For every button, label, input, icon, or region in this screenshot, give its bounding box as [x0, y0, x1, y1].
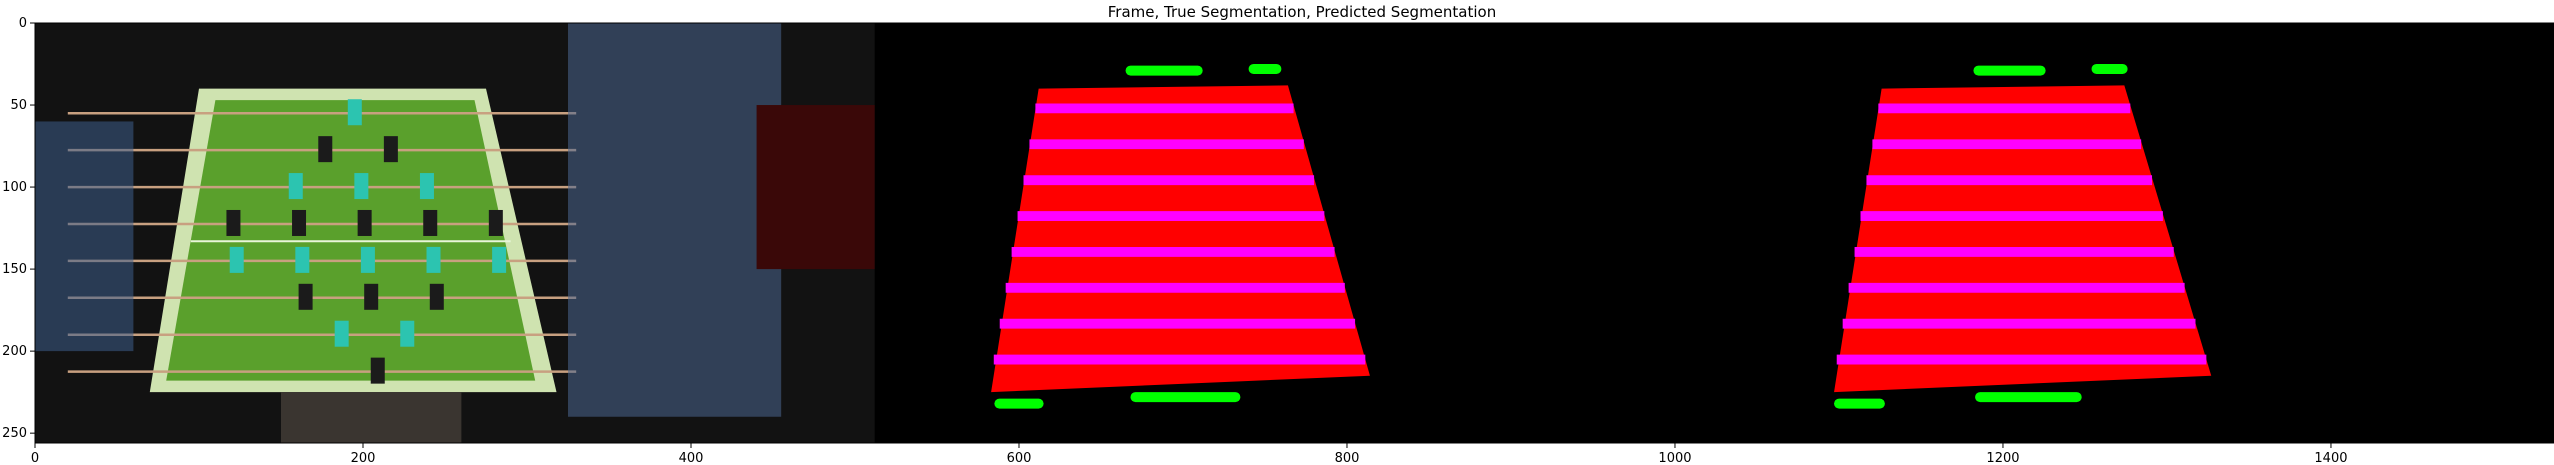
predicted-segmentation-goal-marker	[1834, 398, 1885, 409]
foosman	[292, 209, 307, 236]
x-tick-label: 0	[31, 451, 39, 465]
true-segmentation-table	[991, 85, 1370, 393]
chart-title: Frame, True Segmentation, Predicted Segm…	[1108, 3, 1496, 21]
y-tick-label: 0	[19, 16, 27, 31]
predicted-segmentation-goal-marker	[1975, 392, 2082, 403]
x-tick-label: 600	[1007, 451, 1032, 465]
foosman	[288, 173, 303, 200]
y-tick-label: 50	[10, 98, 27, 113]
foosman	[419, 173, 434, 200]
true-segmentation-goal-marker	[1248, 63, 1282, 74]
axes-frame	[34, 22, 2554, 444]
predicted-segmentation-rod	[1872, 139, 2142, 150]
x-tick-label: 400	[679, 451, 704, 465]
predicted-segmentation-goal-marker	[1973, 65, 2046, 76]
foosman	[357, 209, 372, 236]
x-tick-label: 800	[1335, 451, 1360, 465]
true-segmentation-rod	[1017, 211, 1325, 221]
true-segmentation-rod	[993, 354, 1366, 365]
foosman	[383, 136, 398, 163]
plot-area	[35, 23, 2554, 443]
foosman	[318, 136, 333, 163]
y-tick-label: 150	[2, 262, 27, 277]
player-left	[35, 121, 134, 352]
predicted-segmentation-rod	[1878, 103, 2131, 114]
table-end	[280, 392, 462, 443]
predicted-segmentation-goal-marker	[2091, 63, 2128, 74]
axes: 0 200 400 600 800 1000 1200 1400 0 50 100 150 200 250	[2, 16, 2554, 465]
true-segmentation-goal-marker	[1130, 392, 1241, 403]
predicted-segmentation-rod	[1842, 318, 2196, 329]
foosman	[488, 209, 503, 236]
predicted-segmentation-rod	[1836, 354, 2207, 365]
true-segmentation-goal-marker	[1125, 65, 1203, 76]
foosman	[492, 246, 507, 273]
x-tick-label: 1000	[1658, 451, 1691, 465]
frame-panel	[35, 23, 875, 443]
foosman	[354, 173, 369, 200]
true-segmentation-rod	[1011, 246, 1335, 257]
true-segmentation-rod	[1035, 103, 1294, 114]
predicted-segmentation-rod	[1860, 211, 2163, 221]
foosman	[426, 246, 441, 273]
true-segmentation-rod	[999, 318, 1356, 329]
predicted-segmentation-rod	[1866, 175, 2153, 186]
foosman	[370, 357, 385, 384]
y-tick-label: 200	[2, 344, 27, 359]
y-tick-label: 100	[2, 180, 27, 195]
true-segmentation-panel	[991, 63, 1370, 409]
predicted-segmentation-rod	[1854, 246, 2174, 257]
foosman	[226, 209, 241, 236]
true-segmentation-goal-marker	[994, 398, 1044, 409]
foosman	[347, 99, 362, 126]
red-shadow	[756, 105, 875, 270]
true-segmentation-rod	[1005, 282, 1345, 293]
x-tick-label: 1200	[1986, 451, 2019, 465]
true-segmentation-rod	[1023, 175, 1315, 186]
foosman	[295, 246, 310, 273]
x-tick-label: 1400	[2314, 451, 2347, 465]
predicted-segmentation-table	[1834, 85, 2212, 393]
predicted-segmentation-rod	[1848, 282, 2185, 293]
x-tick-label: 200	[351, 451, 376, 465]
y-tick-label: 250	[2, 426, 27, 441]
foosman	[360, 246, 375, 273]
player-right	[567, 23, 782, 417]
predicted-segmentation-panel	[1834, 63, 2212, 409]
foosman	[400, 320, 415, 347]
true-segmentation-rod	[1029, 139, 1304, 150]
foosman	[423, 209, 438, 236]
foosman	[364, 283, 379, 310]
foosman	[334, 320, 349, 347]
foosman	[229, 246, 244, 273]
foosman	[298, 283, 313, 310]
foosman	[429, 283, 444, 310]
